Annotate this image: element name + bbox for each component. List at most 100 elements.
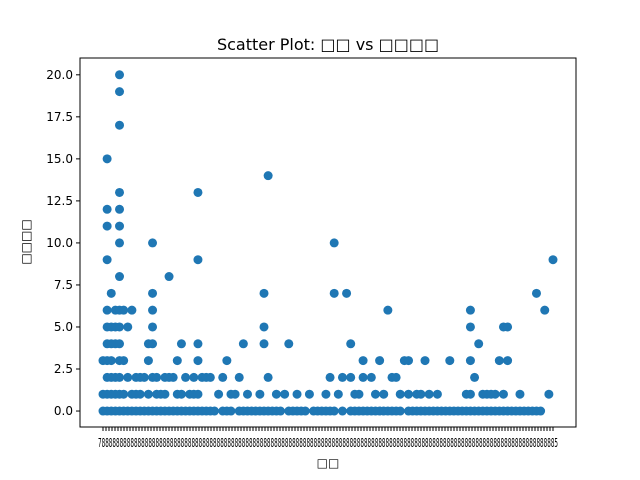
data-point: [544, 389, 554, 399]
data-point: [193, 339, 203, 349]
data-point: [490, 389, 500, 399]
data-point: [102, 204, 112, 214]
data-point: [366, 372, 376, 382]
data-point: [230, 389, 240, 399]
data-point: [329, 288, 339, 298]
data-point: [280, 389, 290, 399]
data-point: [404, 356, 414, 366]
y-axis-label: □□□□: [19, 219, 33, 264]
data-point: [465, 356, 475, 366]
data-point: [370, 389, 380, 399]
data-point: [115, 70, 125, 80]
data-point: [148, 339, 158, 349]
data-point: [102, 221, 112, 231]
data-point: [119, 305, 129, 315]
data-point: [164, 272, 174, 282]
data-point: [115, 221, 125, 231]
y-tick-label: 7.5: [54, 278, 73, 292]
y-tick-label: 20.0: [46, 68, 73, 82]
data-point: [214, 389, 224, 399]
data-point: [536, 406, 546, 416]
data-point: [119, 356, 129, 366]
data-point: [494, 356, 504, 366]
data-point: [292, 389, 302, 399]
data-point: [135, 389, 145, 399]
data-point: [189, 372, 199, 382]
data-point: [115, 87, 125, 97]
data-point: [115, 238, 125, 248]
data-point: [498, 389, 508, 399]
data-point: [127, 305, 137, 315]
data-point: [115, 322, 125, 332]
data-point: [379, 389, 389, 399]
data-point: [515, 389, 525, 399]
data-point: [255, 389, 265, 399]
data-point: [432, 389, 442, 399]
data-point: [337, 406, 347, 416]
data-point: [176, 389, 186, 399]
data-point: [193, 356, 203, 366]
data-point: [143, 356, 153, 366]
data-point: [259, 322, 269, 332]
data-point: [263, 372, 273, 382]
data-point: [300, 406, 310, 416]
data-point: [445, 356, 455, 366]
data-point: [148, 238, 158, 248]
data-point: [193, 187, 203, 197]
x-axis-label: □□: [317, 456, 340, 470]
y-tick-label: 12.5: [46, 194, 73, 208]
data-point: [304, 389, 314, 399]
data-point: [139, 372, 149, 382]
data-point: [119, 389, 129, 399]
data-point: [276, 406, 286, 416]
data-point: [503, 322, 513, 332]
data-point: [540, 305, 550, 315]
plot-area: [98, 70, 558, 416]
data-point: [234, 372, 244, 382]
data-point: [193, 389, 203, 399]
data-point: [102, 255, 112, 265]
data-point: [115, 120, 125, 130]
data-point: [102, 305, 112, 315]
data-point: [358, 372, 368, 382]
data-point: [242, 389, 252, 399]
data-point: [160, 389, 170, 399]
data-point: [325, 372, 335, 382]
data-point: [383, 305, 393, 315]
data-point: [115, 272, 125, 282]
data-point: [115, 372, 125, 382]
data-point: [395, 406, 405, 416]
data-point: [123, 372, 133, 382]
data-point: [474, 339, 484, 349]
data-point: [346, 372, 356, 382]
data-point: [222, 356, 232, 366]
data-point: [465, 322, 475, 332]
data-point: [333, 389, 343, 399]
data-point: [168, 372, 178, 382]
data-point: [271, 389, 281, 399]
data-point: [404, 389, 414, 399]
data-point: [226, 406, 236, 416]
data-point: [193, 255, 203, 265]
data-point: [337, 372, 347, 382]
y-tick-label: 10.0: [46, 236, 73, 250]
data-point: [346, 339, 356, 349]
y-tick-label: 2.5: [54, 362, 73, 376]
data-point: [342, 288, 352, 298]
y-axis: 0.0 2.5 5.0 7.5 10.0 12.5 15.0 17.5 20.0: [46, 68, 80, 418]
data-point: [416, 389, 426, 399]
data-point: [115, 339, 125, 349]
data-point: [259, 288, 269, 298]
data-point: [424, 389, 434, 399]
y-tick-label: 0.0: [54, 404, 73, 418]
data-point: [329, 406, 339, 416]
data-point: [503, 356, 513, 366]
data-point: [123, 322, 133, 332]
x-axis: 7888888888888888888888888888888888888888…: [98, 427, 558, 450]
data-point: [181, 372, 191, 382]
data-point: [238, 339, 248, 349]
data-point: [470, 372, 480, 382]
data-point: [148, 322, 158, 332]
